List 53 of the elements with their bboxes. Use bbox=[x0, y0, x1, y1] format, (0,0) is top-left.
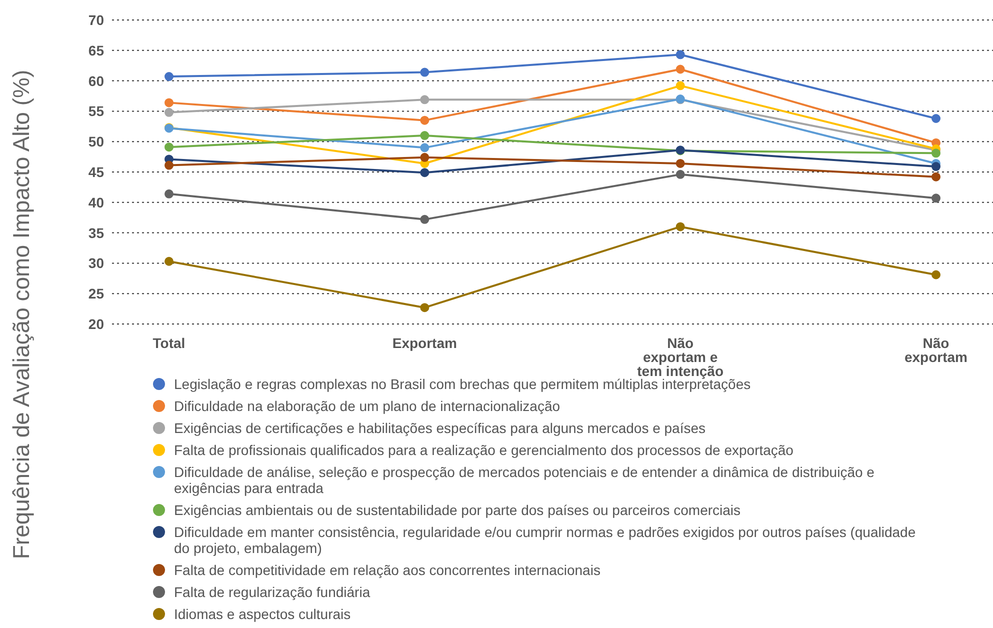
point bbox=[420, 214, 430, 224]
x-tick-label: Exportam bbox=[392, 334, 457, 351]
legend-label: Exigências ambientais ou de sustentabilidade por parte dos países ou parceiros comerciais bbox=[174, 502, 741, 518]
legend-label: Idiomas e aspectos culturais bbox=[174, 606, 351, 622]
y-tick-label: 50 bbox=[88, 134, 104, 150]
point bbox=[420, 68, 430, 77]
point bbox=[420, 131, 430, 140]
y-tick-label: 60 bbox=[88, 72, 104, 89]
point bbox=[420, 303, 430, 312]
y-tick-label: 40 bbox=[88, 194, 104, 210]
legend-label: Dificuldade na elaboração de um plano de internacionalização bbox=[174, 398, 560, 414]
point bbox=[676, 222, 685, 232]
point bbox=[420, 116, 430, 125]
y-tick-label: 35 bbox=[88, 224, 104, 241]
point bbox=[164, 189, 174, 198]
point bbox=[932, 114, 940, 123]
point bbox=[420, 95, 430, 104]
y-tick-label: 70 bbox=[88, 12, 104, 28]
point bbox=[164, 256, 174, 266]
legend-label: Exigências de certificações e habilitações específicas para alguns mercados e países bbox=[174, 420, 706, 436]
point bbox=[676, 50, 685, 60]
point bbox=[676, 81, 685, 90]
y-axis-title: Frequência de Avaliação como Impacto Alto (%) bbox=[8, 69, 36, 559]
point bbox=[676, 170, 685, 179]
point bbox=[932, 162, 940, 172]
legend-label: Dificuldade de análise, seleção e prospecção de mercados potenciais e de entender a dinâmica de distribuição e exigências para entrada bbox=[174, 464, 876, 496]
legend-label: Falta de regularização fundiária bbox=[174, 584, 370, 600]
y-tick-label: 65 bbox=[88, 42, 104, 58]
point bbox=[932, 194, 940, 203]
point bbox=[164, 72, 174, 82]
y-tick-label: 25 bbox=[88, 286, 104, 302]
legend-label: Falta de competitividade em relação aos concorrentes internacionais bbox=[174, 562, 600, 578]
point bbox=[164, 160, 174, 170]
point bbox=[420, 168, 430, 178]
point bbox=[420, 143, 430, 152]
point bbox=[164, 108, 174, 117]
point bbox=[164, 142, 174, 152]
legend-label: Dificuldade em manter consistência, regularidade e/ou cumprir normas e padrões exigidos por outros países (qualidade do projeto, embalagem) bbox=[174, 524, 917, 556]
y-tick-label: 45 bbox=[88, 164, 104, 180]
x-tick-label: Total bbox=[152, 334, 186, 351]
x-tick-label: Não exportam e tem intenção bbox=[637, 334, 724, 379]
point bbox=[164, 98, 174, 108]
point bbox=[676, 158, 685, 168]
legend-label: Falta de profissionais qualificados para a realização e gerencialmento dos processos de exportação bbox=[174, 442, 794, 458]
point bbox=[420, 152, 430, 162]
point bbox=[932, 270, 940, 280]
point bbox=[932, 148, 940, 158]
point bbox=[932, 172, 940, 182]
y-tick-label: 30 bbox=[88, 255, 104, 272]
point bbox=[676, 64, 685, 74]
y-tick-label: 20 bbox=[88, 316, 104, 332]
y-tick-label: 55 bbox=[88, 103, 104, 120]
x-tick-label: Não exportam bbox=[904, 334, 968, 365]
